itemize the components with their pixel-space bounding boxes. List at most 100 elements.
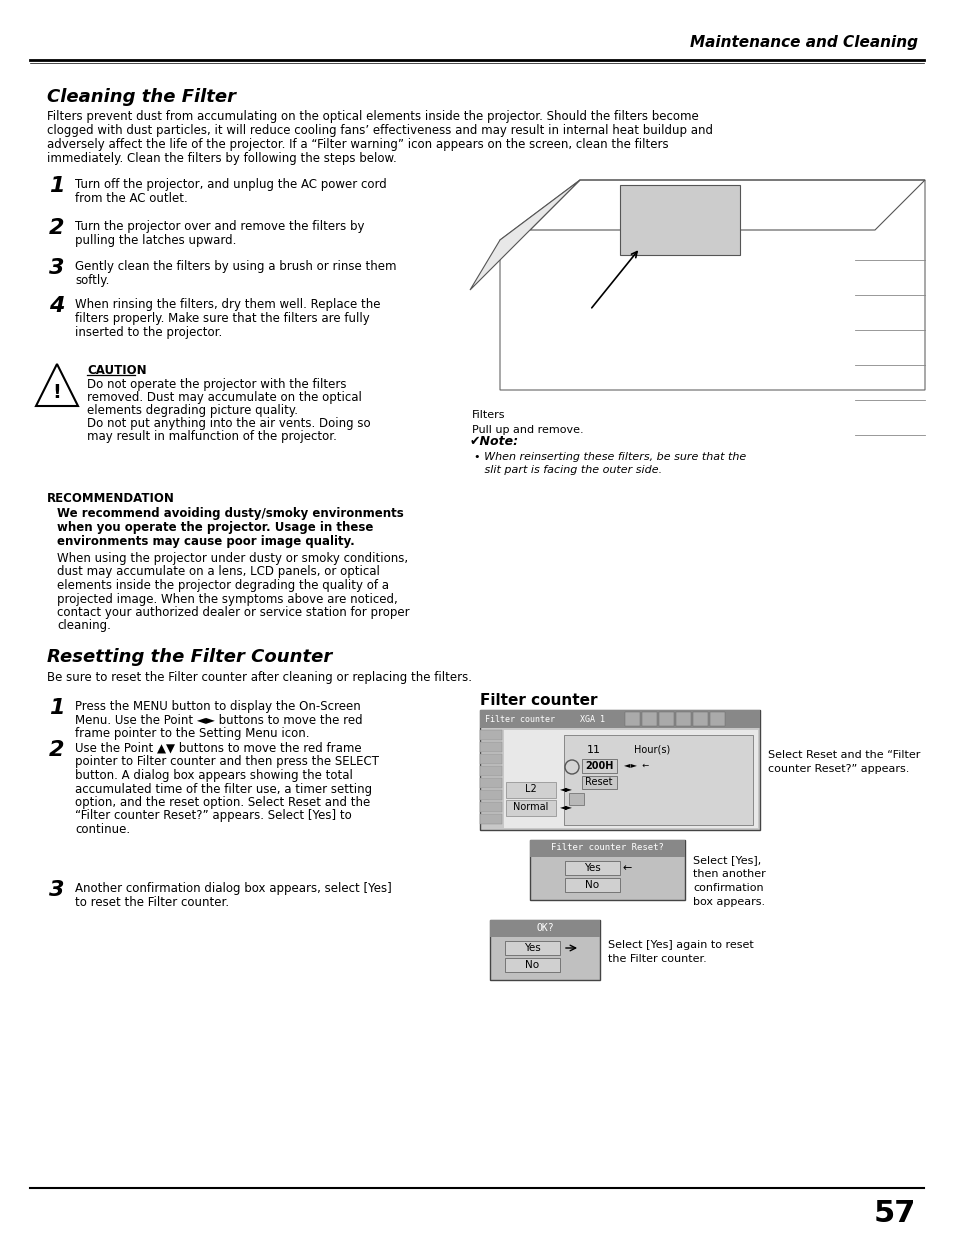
FancyBboxPatch shape (479, 755, 501, 764)
Polygon shape (470, 180, 579, 290)
Text: pointer to Filter counter and then press the SELECT: pointer to Filter counter and then press… (75, 756, 378, 768)
Text: Maintenance and Cleaning: Maintenance and Cleaning (689, 35, 917, 49)
FancyBboxPatch shape (659, 713, 673, 726)
Text: softly.: softly. (75, 274, 110, 287)
Text: confirmation: confirmation (692, 883, 762, 893)
FancyBboxPatch shape (479, 730, 501, 740)
FancyBboxPatch shape (530, 840, 684, 900)
Text: Filters prevent dust from accumulating on the optical elements inside the projec: Filters prevent dust from accumulating o… (47, 110, 698, 124)
FancyBboxPatch shape (479, 778, 501, 788)
Text: Use the Point ▲▼ buttons to move the red frame: Use the Point ▲▼ buttons to move the red… (75, 742, 361, 755)
Text: ◄►  ←: ◄► ← (623, 762, 649, 771)
Text: then another: then another (692, 869, 765, 879)
Text: Select [Yes] again to reset: Select [Yes] again to reset (607, 940, 753, 950)
Text: We recommend avoiding dusty/smoky environments: We recommend avoiding dusty/smoky enviro… (57, 508, 403, 520)
Text: Select [Yes],: Select [Yes], (692, 855, 760, 864)
FancyBboxPatch shape (504, 941, 559, 955)
Text: !: ! (52, 383, 61, 401)
FancyBboxPatch shape (564, 861, 619, 876)
Text: Turn the projector over and remove the filters by: Turn the projector over and remove the f… (75, 220, 364, 233)
Text: 11: 11 (586, 745, 600, 755)
FancyBboxPatch shape (581, 760, 617, 773)
Text: XGA 1: XGA 1 (579, 715, 604, 724)
Text: elements inside the projector degrading the quality of a: elements inside the projector degrading … (57, 579, 389, 592)
Text: Do not operate the projector with the filters: Do not operate the projector with the fi… (87, 378, 346, 391)
Text: elements degrading picture quality.: elements degrading picture quality. (87, 404, 297, 417)
FancyBboxPatch shape (564, 878, 619, 892)
Text: “Filter counter Reset?” appears. Select [Yes] to: “Filter counter Reset?” appears. Select … (75, 809, 352, 823)
Text: Filter counter: Filter counter (484, 715, 555, 724)
Text: Resetting the Filter Counter: Resetting the Filter Counter (47, 648, 332, 666)
Text: dust may accumulate on a lens, LCD panels, or optical: dust may accumulate on a lens, LCD panel… (57, 566, 379, 578)
FancyBboxPatch shape (619, 185, 740, 254)
Text: Another confirmation dialog box appears, select [Yes]: Another confirmation dialog box appears,… (75, 882, 392, 895)
Text: Yes: Yes (583, 863, 599, 873)
Text: projected image. When the symptoms above are noticed,: projected image. When the symptoms above… (57, 593, 397, 605)
FancyBboxPatch shape (568, 793, 583, 805)
Text: 57: 57 (873, 1199, 915, 1229)
Text: Menu. Use the Point ◄► buttons to move the red: Menu. Use the Point ◄► buttons to move t… (75, 714, 362, 726)
FancyBboxPatch shape (479, 742, 501, 752)
FancyBboxPatch shape (709, 713, 724, 726)
Text: ✔Note:: ✔Note: (470, 435, 518, 448)
Text: Press the MENU button to display the On-Screen: Press the MENU button to display the On-… (75, 700, 360, 713)
Text: Turn off the projector, and unplug the AC power cord: Turn off the projector, and unplug the A… (75, 178, 386, 191)
Text: Select Reset and the “Filter: Select Reset and the “Filter (767, 750, 920, 760)
Text: immediately. Clean the filters by following the steps below.: immediately. Clean the filters by follow… (47, 152, 396, 165)
Text: 2: 2 (50, 740, 65, 760)
Text: Be sure to reset the Filter counter after cleaning or replacing the filters.: Be sure to reset the Filter counter afte… (47, 671, 472, 684)
Text: Reset: Reset (584, 777, 612, 787)
Text: button. A dialog box appears showing the total: button. A dialog box appears showing the… (75, 769, 353, 782)
FancyBboxPatch shape (490, 920, 599, 937)
Text: No: No (524, 960, 538, 969)
Text: to reset the Filter counter.: to reset the Filter counter. (75, 895, 229, 909)
Text: counter Reset?” appears.: counter Reset?” appears. (767, 764, 908, 774)
Text: 3: 3 (50, 881, 65, 900)
FancyBboxPatch shape (676, 713, 690, 726)
FancyBboxPatch shape (479, 710, 760, 830)
Text: ◄►: ◄► (559, 784, 573, 794)
FancyBboxPatch shape (624, 713, 639, 726)
Text: RECOMMENDATION: RECOMMENDATION (47, 492, 174, 505)
FancyBboxPatch shape (692, 713, 707, 726)
Text: accumulated time of the filter use, a timer setting: accumulated time of the filter use, a ti… (75, 783, 372, 795)
FancyBboxPatch shape (479, 790, 501, 800)
Text: Cleaning the Filter: Cleaning the Filter (47, 88, 235, 106)
Text: cleaning.: cleaning. (57, 620, 111, 632)
Text: continue.: continue. (75, 823, 130, 836)
Text: 4: 4 (50, 296, 65, 316)
Text: L2: L2 (524, 784, 537, 794)
Text: ◄►: ◄► (559, 803, 573, 811)
FancyBboxPatch shape (479, 766, 501, 776)
Text: pulling the latches upward.: pulling the latches upward. (75, 233, 236, 247)
Text: 2: 2 (50, 219, 65, 238)
FancyBboxPatch shape (581, 776, 617, 789)
Text: adversely affect the life of the projector. If a “Filter warning” icon appears o: adversely affect the life of the project… (47, 138, 668, 151)
FancyBboxPatch shape (490, 920, 599, 981)
FancyBboxPatch shape (505, 800, 556, 816)
Text: 200H: 200H (584, 761, 613, 771)
Text: when you operate the projector. Usage in these: when you operate the projector. Usage in… (57, 521, 373, 534)
Text: ←: ← (622, 863, 632, 873)
FancyBboxPatch shape (479, 802, 501, 811)
Text: filters properly. Make sure that the filters are fully: filters properly. Make sure that the fil… (75, 312, 370, 325)
FancyBboxPatch shape (479, 814, 501, 824)
Text: environments may cause poor image quality.: environments may cause poor image qualit… (57, 535, 355, 548)
Text: inserted to the projector.: inserted to the projector. (75, 326, 222, 338)
FancyBboxPatch shape (641, 713, 657, 726)
Text: OK?: OK? (536, 923, 554, 932)
FancyBboxPatch shape (563, 735, 752, 825)
Text: option, and the reset option. Select Reset and the: option, and the reset option. Select Res… (75, 797, 370, 809)
Text: removed. Dust may accumulate on the optical: removed. Dust may accumulate on the opti… (87, 391, 361, 404)
Text: When using the projector under dusty or smoky conditions,: When using the projector under dusty or … (57, 552, 408, 564)
Text: Filter counter: Filter counter (479, 693, 597, 708)
Text: slit part is facing the outer side.: slit part is facing the outer side. (474, 466, 661, 475)
Text: may result in malfunction of the projector.: may result in malfunction of the project… (87, 430, 336, 443)
Text: Normal: Normal (513, 802, 548, 811)
Text: Filters: Filters (472, 410, 505, 420)
Text: Pull up and remove.: Pull up and remove. (472, 425, 583, 435)
Text: • When reinserting these filters, be sure that the: • When reinserting these filters, be sur… (474, 452, 745, 462)
FancyBboxPatch shape (504, 958, 559, 972)
Text: 1: 1 (50, 698, 65, 718)
Text: box appears.: box appears. (692, 897, 764, 906)
